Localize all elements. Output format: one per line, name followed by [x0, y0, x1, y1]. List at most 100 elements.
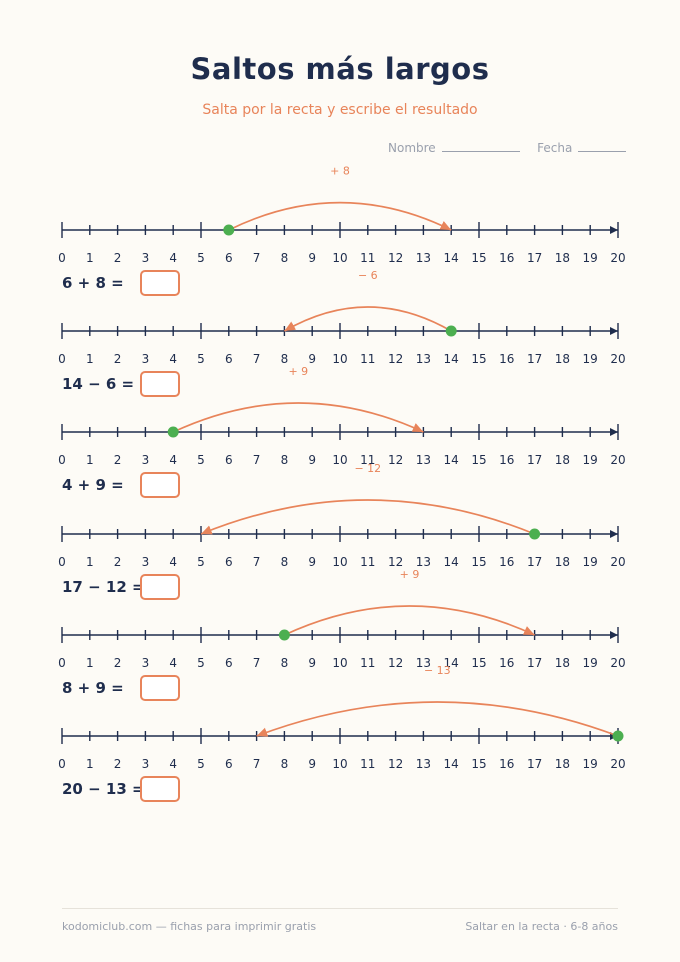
- tick-label-0: 0: [58, 757, 66, 771]
- tick-label-3: 3: [142, 555, 150, 569]
- tick-label-17: 17: [527, 555, 542, 569]
- footer-site: kodomiclub.com — fichas para imprimir gr…: [62, 920, 317, 933]
- tick-label-0: 0: [58, 251, 66, 265]
- tick-label-20: 20: [610, 251, 625, 265]
- tick-label-11: 11: [360, 555, 375, 569]
- tick-label-1: 1: [86, 352, 94, 366]
- tick-label-4: 4: [169, 656, 177, 670]
- tick-label-19: 19: [583, 352, 598, 366]
- tick-label-14: 14: [444, 757, 459, 771]
- tick-label-6: 6: [225, 453, 233, 467]
- tick-label-5: 5: [197, 251, 205, 265]
- equation-text: 14 − 6 =: [62, 375, 135, 394]
- tick-label-4: 4: [169, 757, 177, 771]
- tick-label-8: 8: [281, 757, 289, 771]
- tick-label-20: 20: [610, 555, 625, 569]
- tick-label-18: 18: [555, 757, 570, 771]
- tick-label-2: 2: [114, 453, 122, 467]
- tick-label-2: 2: [114, 656, 122, 670]
- footer-topic: Saltar en la recta · 6-8 años: [465, 920, 618, 933]
- tick-label-17: 17: [527, 251, 542, 265]
- tick-label-2: 2: [114, 352, 122, 366]
- tick-label-6: 6: [225, 251, 233, 265]
- tick-label-19: 19: [583, 656, 598, 670]
- start-dot: [529, 528, 541, 540]
- tick-label-9: 9: [308, 352, 316, 366]
- answer-box[interactable]: [140, 573, 180, 600]
- tick-label-10: 10: [332, 555, 347, 569]
- tick-label-16: 16: [499, 656, 514, 670]
- tick-label-3: 3: [142, 352, 150, 366]
- answer-box[interactable]: [140, 472, 180, 499]
- tick-label-12: 12: [388, 251, 403, 265]
- tick-label-18: 18: [555, 656, 570, 670]
- equation-text: 6 + 8 =: [62, 274, 124, 292]
- tick-label-18: 18: [555, 352, 570, 366]
- tick-label-13: 13: [416, 453, 431, 467]
- tick-label-11: 11: [360, 453, 375, 467]
- tick-label-7: 7: [253, 453, 261, 467]
- tick-label-0: 0: [58, 352, 66, 366]
- tick-label-0: 0: [58, 453, 66, 467]
- tick-label-5: 5: [197, 555, 205, 569]
- tick-label-12: 12: [388, 352, 403, 366]
- jump-label: − 6: [358, 269, 378, 282]
- tick-label-3: 3: [142, 757, 150, 771]
- tick-label-17: 17: [527, 352, 542, 366]
- tick-label-11: 11: [360, 656, 375, 670]
- answer-box[interactable]: [140, 776, 180, 802]
- number-line-6: 0 1 2 3 4 5 6 7 8 9 10 11 12 13 14 15 16 17 18 19 20− 13: [58, 664, 625, 771]
- tick-label-13: 13: [416, 251, 431, 265]
- tick-label-16: 16: [499, 555, 514, 569]
- tick-label-5: 5: [197, 656, 205, 670]
- tick-label-9: 9: [308, 453, 316, 467]
- tick-label-9: 9: [308, 656, 316, 670]
- tick-label-6: 6: [225, 555, 233, 569]
- tick-label-1: 1: [86, 757, 94, 771]
- jump-arc: [256, 701, 619, 737]
- name-label: Nombre: [388, 141, 436, 155]
- tick-label-3: 3: [142, 656, 150, 670]
- answer-box[interactable]: [140, 270, 180, 296]
- answer-box[interactable]: [140, 371, 180, 398]
- answer-box[interactable]: [140, 674, 180, 701]
- tick-label-8: 8: [281, 656, 289, 670]
- name-blank[interactable]: [441, 139, 520, 152]
- tick-label-20: 20: [610, 757, 625, 771]
- number-line-4: 0 1 2 3 4 5 6 7 8 9 10 11 12 13 14 15 16 17 18 19 20− 12: [58, 462, 625, 569]
- start-dot: [445, 325, 457, 337]
- jump-label: − 12: [354, 462, 381, 475]
- tick-label-7: 7: [253, 251, 261, 265]
- number-line-3: 0 1 2 3 4 5 6 7 8 9 10 11 12 13 14 15 16 17 18 19 20+ 9: [58, 365, 625, 467]
- tick-label-2: 2: [114, 757, 122, 771]
- equation-text: 8 + 9 =: [62, 678, 124, 697]
- date-label: Fecha: [537, 141, 573, 155]
- date-blank[interactable]: [578, 139, 627, 152]
- page-subtitle: Salta por la recta y escribe el resultad…: [202, 102, 478, 118]
- number-line-5: 0 1 2 3 4 5 6 7 8 9 10 11 12 13 14 15 16 17 18 19 20+ 9: [58, 568, 625, 670]
- tick-label-18: 18: [555, 251, 570, 265]
- tick-label-5: 5: [197, 757, 205, 771]
- tick-label-15: 15: [471, 757, 486, 771]
- tick-label-12: 12: [388, 656, 403, 670]
- axis-arrow: [610, 630, 618, 639]
- tick-label-16: 16: [499, 757, 514, 771]
- jump-label: + 9: [288, 365, 308, 378]
- tick-label-0: 0: [58, 555, 66, 569]
- jump-arc: [284, 605, 535, 636]
- tick-label-17: 17: [527, 757, 542, 771]
- tick-label-14: 14: [444, 555, 459, 569]
- tick-label-16: 16: [499, 352, 514, 366]
- tick-label-1: 1: [86, 656, 94, 670]
- tick-label-1: 1: [86, 453, 94, 467]
- tick-label-6: 6: [225, 656, 233, 670]
- tick-label-13: 13: [416, 352, 431, 366]
- tick-label-4: 4: [169, 555, 177, 569]
- tick-label-6: 6: [225, 352, 233, 366]
- tick-label-12: 12: [388, 757, 403, 771]
- tick-label-6: 6: [225, 757, 233, 771]
- tick-label-9: 9: [308, 555, 316, 569]
